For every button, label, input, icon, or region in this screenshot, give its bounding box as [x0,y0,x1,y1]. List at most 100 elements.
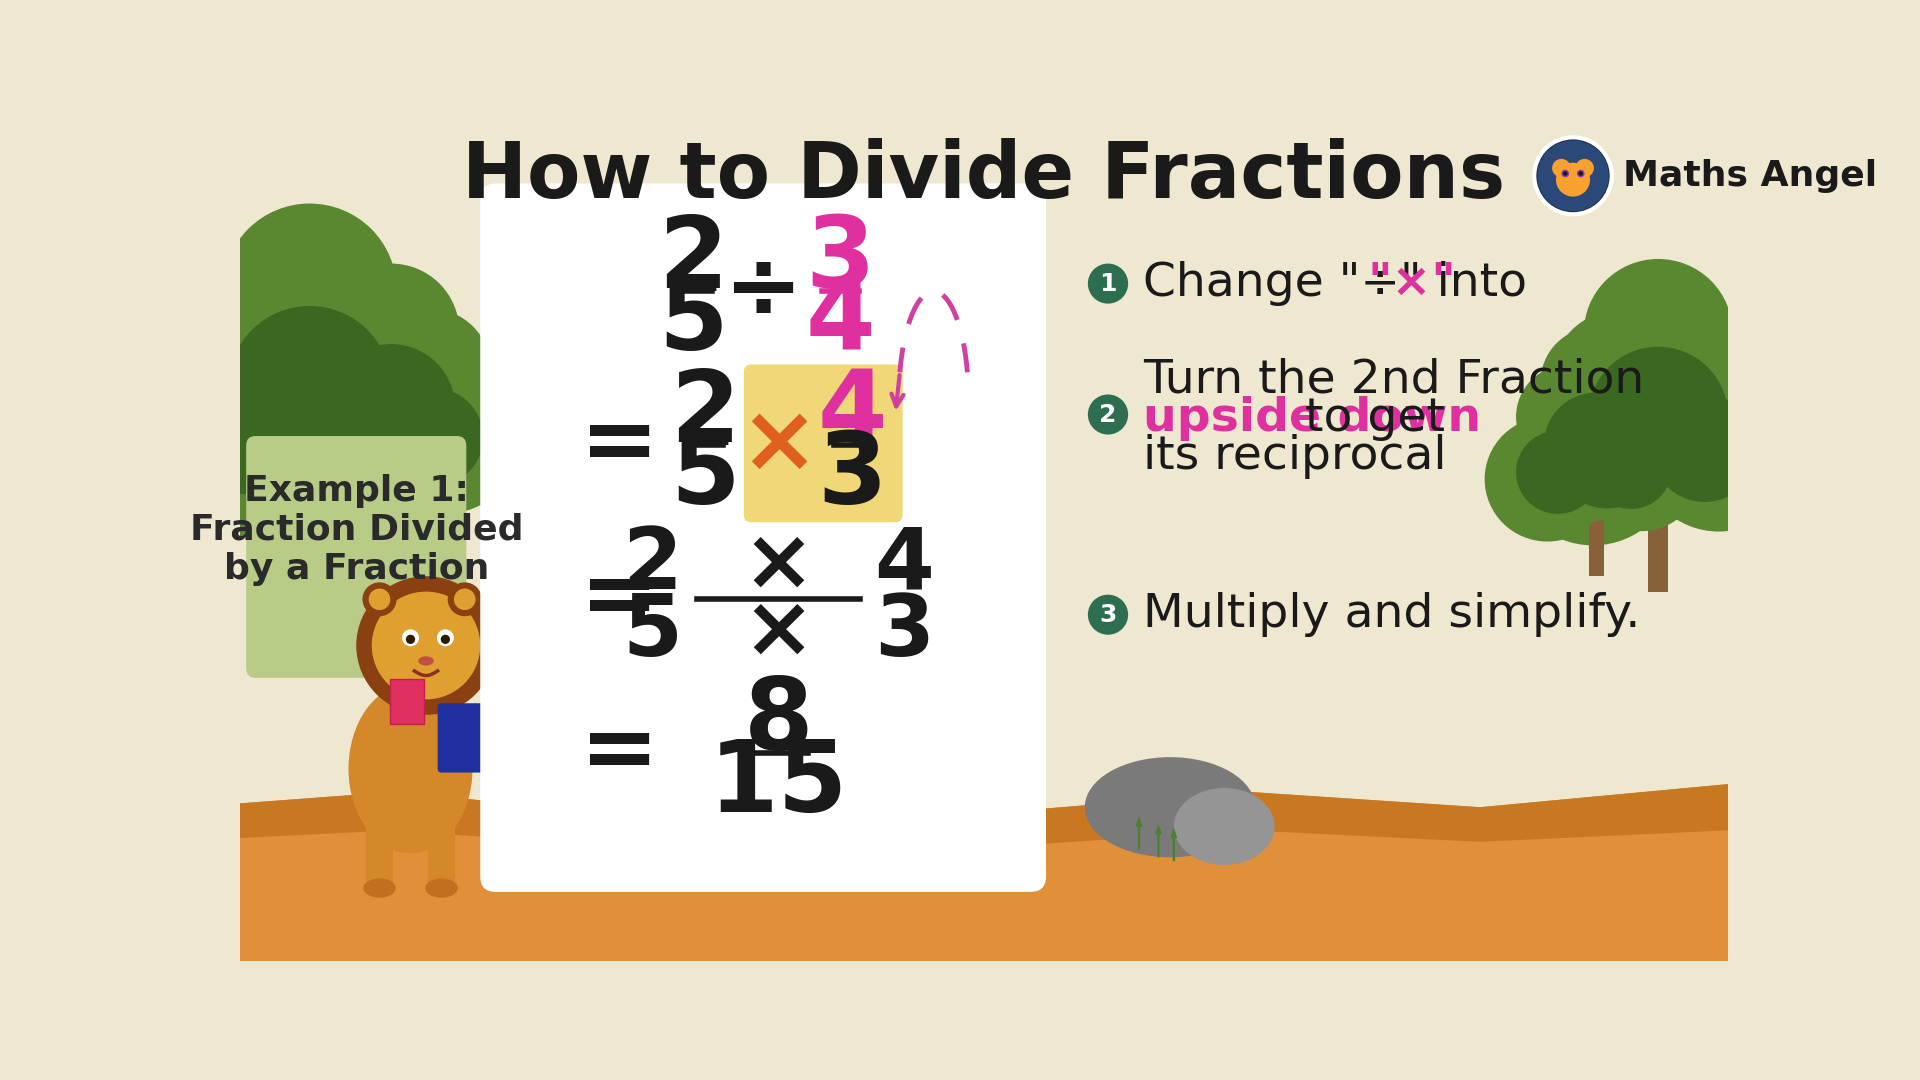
Circle shape [228,306,392,468]
Bar [428,792,455,885]
Circle shape [255,374,409,526]
Circle shape [1576,170,1584,177]
Text: "×": "×" [1367,261,1457,306]
Circle shape [369,589,390,610]
Circle shape [369,309,492,431]
Text: 8: 8 [743,674,814,771]
Circle shape [1574,159,1594,177]
Bar [1647,509,1668,592]
Circle shape [184,365,315,495]
Circle shape [384,388,484,486]
Text: 5  ×  3: 5 × 3 [622,591,935,674]
Polygon shape [240,784,1728,846]
Circle shape [136,343,332,538]
Text: 15: 15 [708,735,849,833]
Circle shape [184,262,348,424]
Text: 5: 5 [670,428,739,525]
Circle shape [438,630,453,646]
Circle shape [1588,347,1728,485]
Circle shape [1551,397,1663,509]
Circle shape [323,264,459,400]
Circle shape [1578,171,1584,176]
Circle shape [1555,163,1590,197]
Bar [1588,514,1603,577]
Text: 3: 3 [818,428,887,525]
Circle shape [1544,392,1649,497]
Circle shape [1634,308,1766,441]
Circle shape [1519,368,1672,521]
Text: =: = [580,707,659,799]
Text: 1: 1 [1100,271,1117,296]
Ellipse shape [363,878,396,897]
Circle shape [372,592,480,700]
Circle shape [374,369,518,513]
Circle shape [1551,310,1692,448]
Circle shape [280,260,436,416]
Circle shape [1651,395,1759,502]
Circle shape [1517,365,1620,469]
Text: Maths Angel: Maths Angel [1624,159,1878,193]
Circle shape [1563,171,1567,176]
Bar [382,492,401,568]
Text: 4: 4 [818,366,887,463]
Text: 3: 3 [806,212,876,309]
Circle shape [1089,264,1129,303]
Text: ÷: ÷ [724,245,803,337]
Text: upside down: upside down [1142,396,1480,441]
Ellipse shape [1173,788,1275,865]
Text: 2: 2 [659,212,728,309]
Text: 3: 3 [1100,603,1117,626]
Circle shape [223,203,397,376]
Circle shape [326,345,455,471]
Circle shape [1089,394,1129,434]
Text: its reciprocal: its reciprocal [1142,434,1446,480]
FancyArrow shape [1171,827,1177,861]
Text: Change "÷" into: Change "÷" into [1142,261,1542,306]
Text: 2: 2 [670,366,739,463]
Text: to get: to get [1290,396,1446,441]
Circle shape [453,589,476,610]
Circle shape [363,582,397,617]
FancyArrow shape [1135,816,1142,850]
FancyBboxPatch shape [246,436,467,678]
Ellipse shape [349,684,472,853]
Text: 4: 4 [806,273,876,370]
Ellipse shape [1085,757,1256,858]
Bar [365,792,394,885]
FancyArrow shape [1156,824,1162,858]
Text: Multiply and simplify.: Multiply and simplify. [1142,592,1640,637]
Text: =: = [580,400,659,491]
Circle shape [1538,140,1609,212]
Text: Example 1:: Example 1: [244,474,468,509]
Text: Fraction Divided: Fraction Divided [190,513,522,546]
Circle shape [294,310,420,437]
FancyBboxPatch shape [390,678,424,724]
Text: 2  ×  4: 2 × 4 [622,525,935,608]
Circle shape [1590,429,1672,509]
FancyBboxPatch shape [438,703,488,772]
Circle shape [298,314,486,501]
Ellipse shape [419,657,434,665]
Circle shape [301,362,426,487]
FancyBboxPatch shape [743,364,902,523]
Circle shape [1561,170,1569,177]
Text: 5: 5 [659,273,728,370]
Circle shape [357,577,495,715]
Circle shape [447,582,482,617]
Circle shape [1540,327,1651,437]
Polygon shape [240,784,1728,961]
Circle shape [405,635,415,644]
Text: 2: 2 [1100,403,1117,427]
Circle shape [1534,137,1611,214]
Circle shape [1517,431,1599,514]
Text: =: = [580,553,659,645]
Ellipse shape [424,878,457,897]
FancyBboxPatch shape [480,184,1046,892]
Circle shape [1584,259,1732,407]
Text: Turn the 2nd Fraction: Turn the 2nd Fraction [1142,357,1644,403]
Circle shape [1551,159,1571,177]
Circle shape [1578,364,1678,463]
Bar [298,495,323,592]
Circle shape [1582,414,1701,531]
Circle shape [513,633,541,661]
